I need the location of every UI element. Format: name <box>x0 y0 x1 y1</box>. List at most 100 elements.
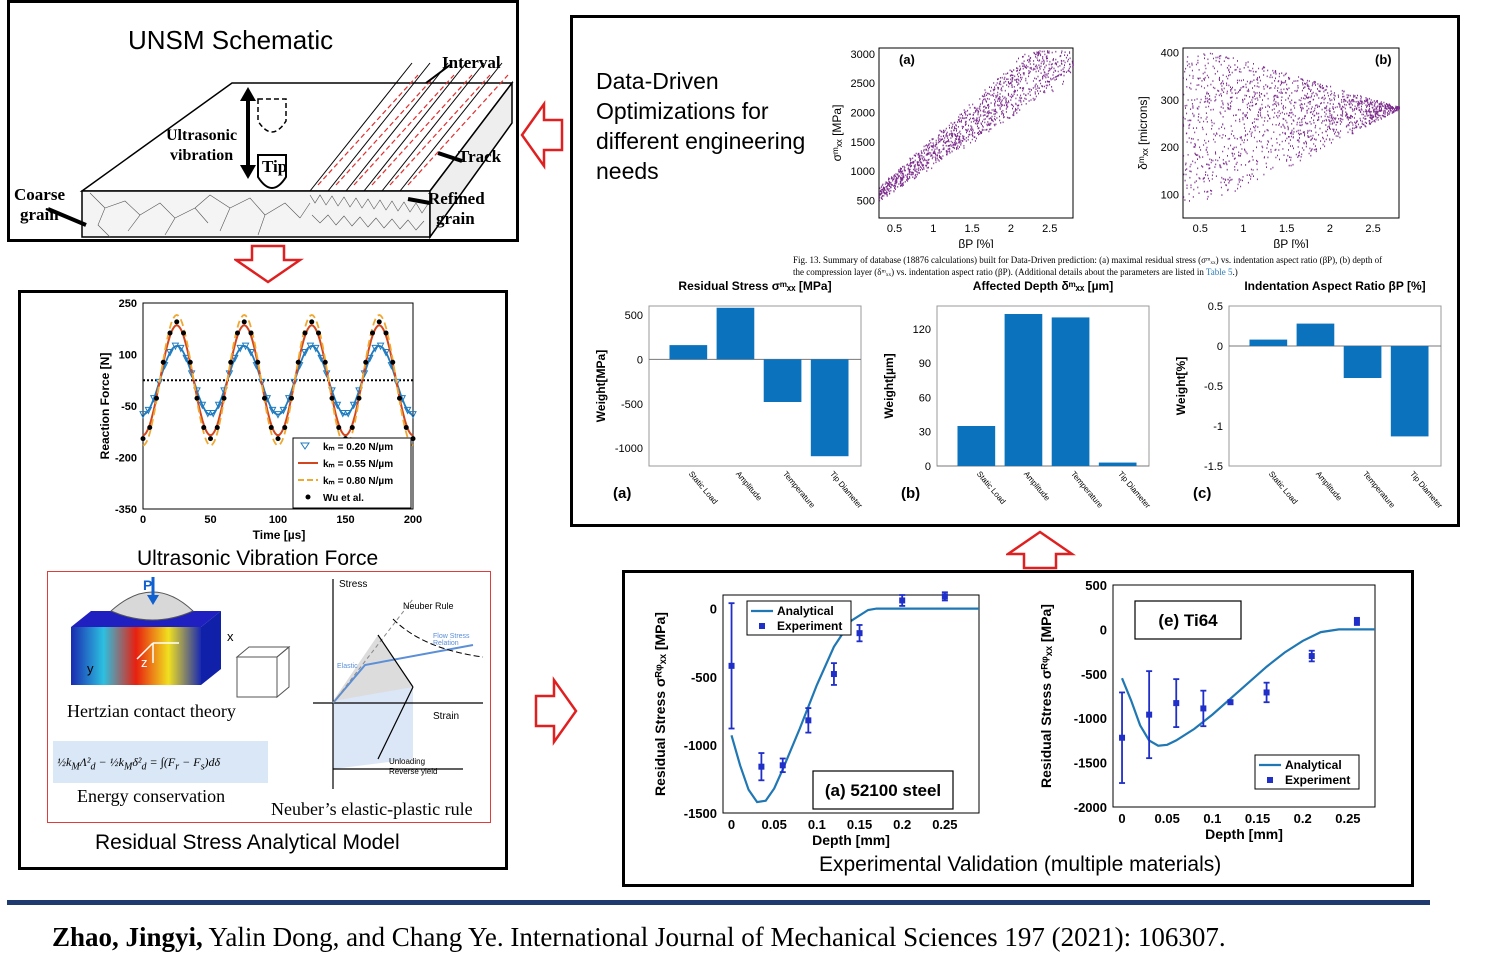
model-caption: Residual Stress Analytical Model <box>95 831 400 854</box>
bar-tag: (a) <box>613 485 631 502</box>
force-marker-k020 <box>247 348 255 357</box>
table5-link[interactable]: Table 5 <box>1205 267 1233 277</box>
force-marker-k020 <box>349 401 358 410</box>
force-marker-k020 <box>382 348 390 357</box>
force-point-wu <box>295 359 301 365</box>
label-refined-grain: grain <box>436 209 475 228</box>
force-marker-k020 <box>203 410 212 418</box>
val-exp-point <box>1173 700 1180 707</box>
tip-dashed <box>257 98 287 133</box>
force-marker-k020 <box>139 411 147 419</box>
force-point-wu <box>160 359 166 365</box>
bar-0 <box>957 426 996 466</box>
scatter-a-ytick: 2500 <box>851 78 875 90</box>
legend-marker-wu <box>305 494 311 500</box>
val-ylabel: Residual Stress σᴿᵠₓₓ [MPa] <box>652 612 668 796</box>
force-point-wu <box>268 424 274 430</box>
val-exp-point <box>758 763 765 770</box>
label-tip: Tip <box>262 157 288 176</box>
force-point-wu <box>275 436 281 442</box>
val-xtick: 0.15 <box>847 817 872 832</box>
val-exp-point <box>1146 711 1153 718</box>
dd-title-line3: different engineering <box>596 128 806 154</box>
force-xlabel: Time [µs] <box>253 528 306 542</box>
val-legend-experiment: Experiment <box>1285 773 1350 787</box>
dd-title-line2: Optimizations for <box>596 98 769 124</box>
bar-ytick: -1.5 <box>1204 461 1223 473</box>
fig13-caption-text: the compression layer (δᵐₓₓ) vs. indenta… <box>793 267 1206 277</box>
val-xtick: 0.25 <box>1335 811 1360 826</box>
bar-category-label: Tip Diameter <box>1116 470 1152 511</box>
indenter <box>110 591 194 621</box>
force-point-wu <box>147 424 153 430</box>
force-point-wu <box>289 395 294 401</box>
val-exp-point <box>856 630 863 637</box>
bar-ylabel: Weight[MPa] <box>594 350 608 422</box>
scatter-a-xtick: 2 <box>1008 223 1014 235</box>
track-arrows <box>317 74 509 186</box>
legend-marker-k020 <box>300 442 310 450</box>
val-frame <box>722 594 980 814</box>
bar-category-label: Static Load <box>975 470 1008 506</box>
label-interval: Interval <box>442 53 501 72</box>
bar-ytick: 60 <box>919 392 931 404</box>
force-p-label: P <box>143 577 153 593</box>
energy-label: Energy conservation <box>77 786 226 806</box>
val-ytick: -1000 <box>684 738 717 753</box>
scatter-a-tag: (a) <box>899 52 915 67</box>
val-legend-box <box>1254 754 1360 790</box>
bar-category-label: Static Load <box>1267 470 1300 506</box>
force-point-wu <box>403 424 409 430</box>
dd-title-line1: Data-Driven <box>596 68 719 94</box>
scatter-a-ytick: 1000 <box>851 166 875 178</box>
validation-panel: 0 -500 -1000 -1500 0 0.05 0.1 0.15 0.2 0.25 Depth … <box>622 570 1414 887</box>
val-tag: (a) 52100 steel <box>825 781 941 800</box>
citation: Zhao, Jingyi, Yalin Dong, and Chang Ye. … <box>52 922 1226 953</box>
scatter-b-xlabel: βP [%] <box>1273 237 1308 248</box>
force-marker-k020 <box>166 348 174 357</box>
val-tag-box <box>1134 600 1242 640</box>
grain-mesh <box>89 192 429 238</box>
fig13-caption-line1: Fig. 13. Summary of database (18876 calc… <box>793 255 1383 265</box>
scatter-b-points <box>1183 52 1400 202</box>
val-xtick: 0.2 <box>893 817 911 832</box>
axis-y-label: y <box>87 661 94 676</box>
bar-category-label: Temperature <box>1069 470 1105 511</box>
force-xtick: 200 <box>404 514 422 526</box>
force-marker-k020 <box>236 344 245 353</box>
scatter-a-points <box>879 50 1074 202</box>
scatter-a-ytick: 3000 <box>851 49 875 61</box>
force-caption: Ultrasonic Vibration Force <box>137 547 379 570</box>
bar-1 <box>1004 314 1043 466</box>
bar-category-label: Tip Diameter <box>828 470 864 511</box>
arrow-right-icon <box>534 676 578 746</box>
val-ytick: -1500 <box>1074 756 1107 771</box>
bar-2 <box>763 359 802 402</box>
force-ytick: -50 <box>121 401 137 413</box>
force-xtick: 100 <box>269 514 287 526</box>
force-marker-k020 <box>403 406 412 415</box>
force-point-wu <box>356 395 362 401</box>
force-marker-k020 <box>171 342 180 351</box>
force-marker-k020 <box>198 401 207 410</box>
force-legend-label: kₘ = 0.55 N/µm <box>323 459 393 470</box>
val-exp-point <box>1119 734 1126 741</box>
scatter-a-ytick: 2000 <box>851 107 875 119</box>
val-legend-analytical: Analytical <box>1285 758 1342 772</box>
val-xtick: 0.15 <box>1245 811 1270 826</box>
bar-0 <box>1249 339 1288 346</box>
force-marker-k020 <box>409 411 417 419</box>
val-exp-point <box>899 597 906 604</box>
force-marker-k020 <box>241 342 250 351</box>
vibration-arrow-up <box>240 87 256 101</box>
force-marker-k020 <box>338 410 347 418</box>
bar-0 <box>669 345 708 360</box>
val-ytick: -1500 <box>684 806 717 821</box>
bar-category-label: Amplitude <box>1022 470 1052 503</box>
hertz-diagram <box>71 577 291 699</box>
val-xtick: 0.2 <box>1294 811 1312 826</box>
force-point-wu <box>235 330 240 336</box>
val-xtick: 0 <box>1118 811 1125 826</box>
val-exp-point <box>805 717 812 724</box>
